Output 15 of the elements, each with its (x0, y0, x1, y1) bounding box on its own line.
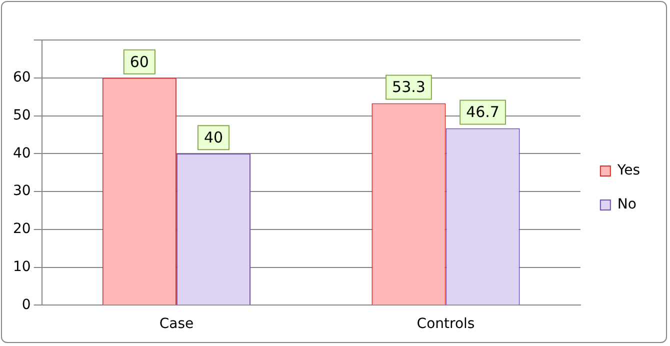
y-tick-label: 0 (22, 296, 31, 313)
data-label: 46.7 (466, 103, 500, 122)
x-tick-label: Controls (416, 316, 475, 332)
data-label: 40 (204, 128, 224, 147)
data-label: 53.3 (392, 78, 426, 96)
y-tick-label: 10 (12, 258, 31, 275)
x-tick-label: Case (159, 316, 194, 332)
legend-label: Yes (616, 162, 640, 179)
y-tick-label: 50 (12, 107, 31, 124)
y-tick-label: 40 (12, 145, 31, 162)
legend-label: No (617, 196, 636, 213)
y-tick-label: 20 (12, 221, 31, 238)
y-tick-label: 60 (12, 70, 31, 86)
y-tick-label: 30 (12, 183, 31, 200)
data-label: 60 (130, 52, 149, 71)
